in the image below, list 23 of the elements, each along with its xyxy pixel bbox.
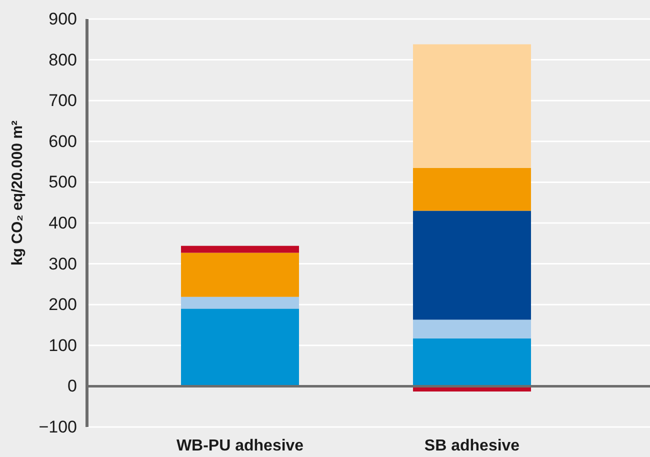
y-tick-label: 0	[68, 376, 77, 396]
y-tick-label: 100	[48, 336, 77, 355]
y-tick-label: 200	[48, 295, 77, 314]
y-tick-label: 300	[48, 254, 77, 274]
y-tick-label: −100	[38, 417, 77, 436]
bar	[413, 210, 531, 320]
bar	[181, 246, 299, 253]
y-tick-label: 900	[48, 9, 77, 28]
y-axis-title: kg CO₂ eq/20.000 m²	[9, 120, 26, 266]
y-tick-label: 400	[48, 213, 77, 232]
y-tick-label: 800	[48, 50, 77, 70]
x-tick-label: SB adhesive	[424, 437, 520, 454]
bar	[413, 168, 531, 211]
bar	[413, 320, 531, 338]
y-tick-label: 700	[48, 91, 77, 110]
bar	[181, 308, 299, 386]
bar	[181, 296, 299, 309]
y-tick-label: 600	[48, 132, 77, 151]
bar	[413, 338, 531, 386]
x-tick-label: WB-PU adhesive	[176, 437, 304, 454]
bar	[413, 44, 531, 168]
bar	[181, 252, 299, 297]
y-tick-label: 500	[48, 172, 77, 192]
